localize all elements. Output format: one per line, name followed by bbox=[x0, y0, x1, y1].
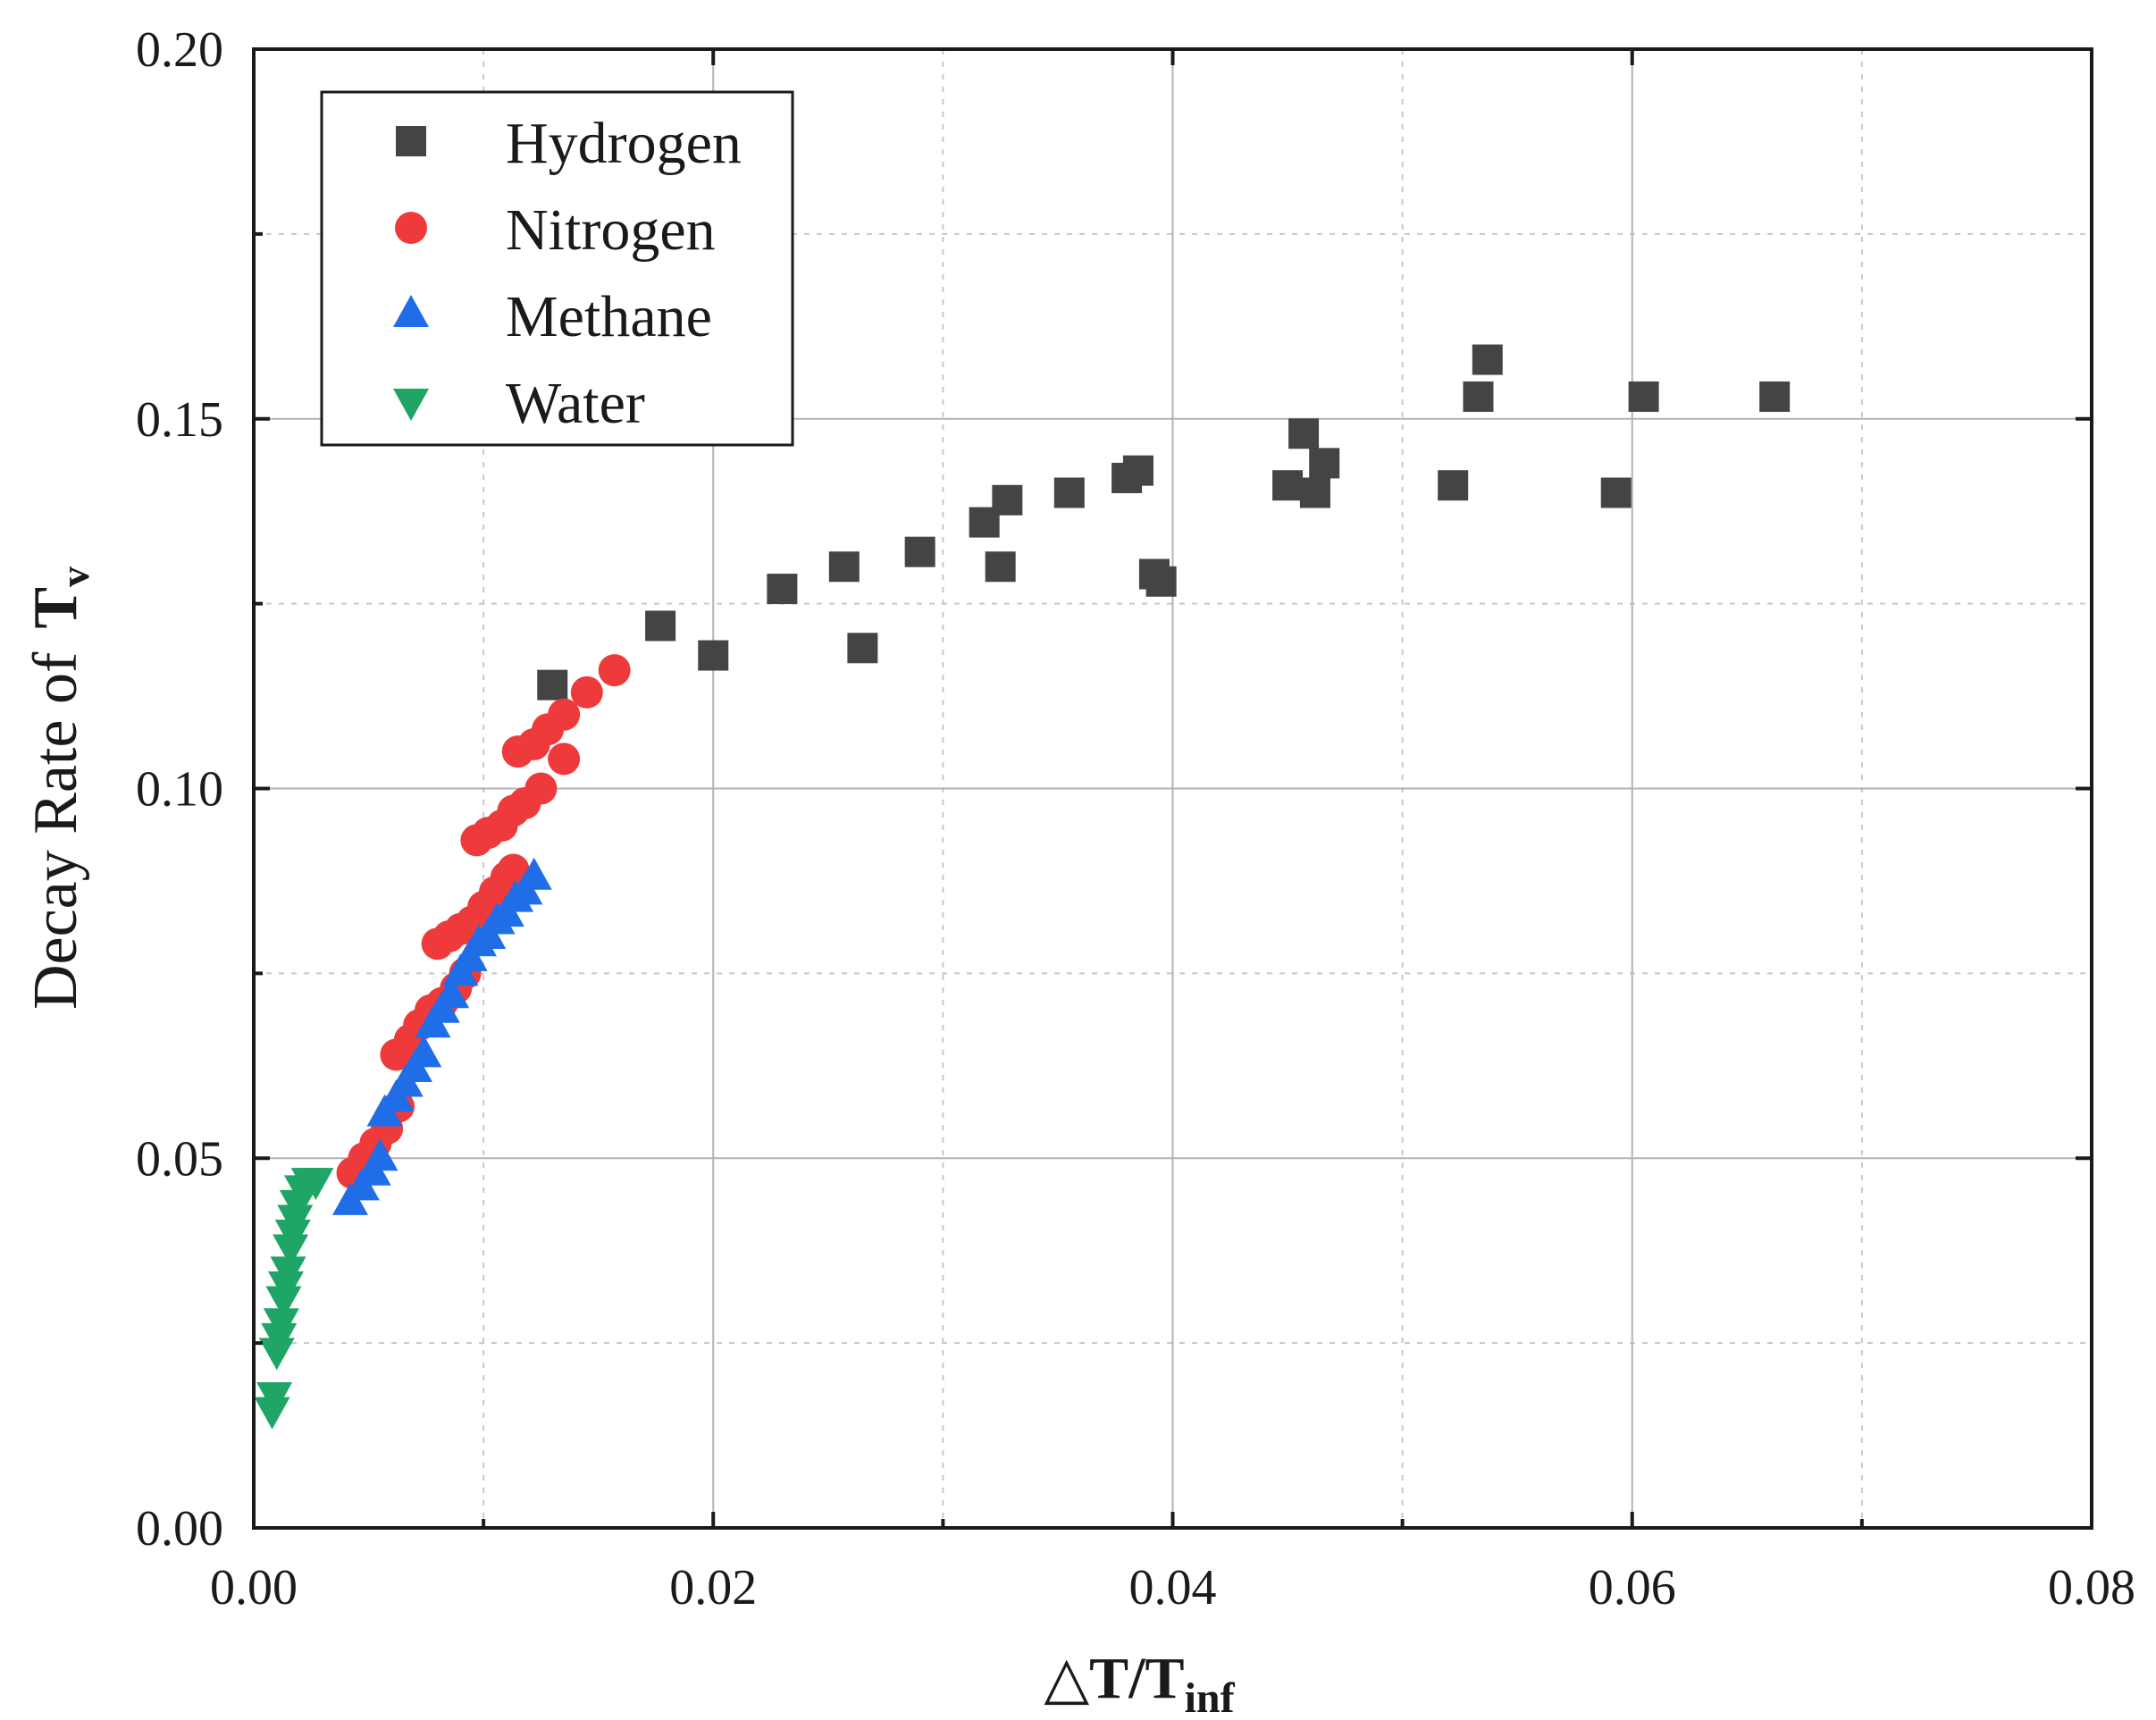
water-point bbox=[277, 1204, 314, 1238]
hydrogen-point bbox=[1053, 477, 1085, 508]
y-axis-title-symbol: T bbox=[21, 587, 90, 629]
methane-point bbox=[362, 1138, 398, 1171]
y-tick-label: 0.10 bbox=[136, 762, 223, 818]
hydrogen-point bbox=[1438, 470, 1469, 501]
y-axis-title-sub: v bbox=[52, 566, 97, 587]
hydrogen-point bbox=[1759, 381, 1791, 412]
hydrogen-point bbox=[1145, 566, 1177, 597]
nitrogen-point bbox=[548, 743, 581, 776]
hydrogen-point bbox=[1600, 477, 1632, 508]
legend: Hydrogen Nitrogen Methane Water bbox=[320, 90, 794, 447]
water-point bbox=[270, 1256, 306, 1289]
nitrogen-point bbox=[524, 772, 558, 805]
hydrogen-point bbox=[767, 574, 798, 605]
x-tick-labels: 0.00 0.02 0.04 0.06 0.08 bbox=[210, 1560, 2135, 1615]
x-axis-title: △T/Tinf bbox=[1044, 1646, 1235, 1720]
water-point bbox=[273, 1234, 309, 1267]
series-water bbox=[254, 1168, 334, 1430]
legend-marker-water bbox=[393, 389, 429, 421]
hydrogen-point bbox=[985, 551, 1016, 583]
ticks bbox=[252, 47, 2093, 1530]
nitrogen-point bbox=[497, 853, 530, 886]
hydrogen-point bbox=[1122, 455, 1154, 486]
x-tick-label: 0.00 bbox=[210, 1560, 298, 1615]
hydrogen-point bbox=[1463, 381, 1494, 412]
hydrogen-point bbox=[537, 669, 568, 701]
x-axis-title-sub: inf bbox=[1185, 1674, 1236, 1720]
nitrogen-point bbox=[570, 675, 603, 709]
water-point bbox=[256, 1382, 293, 1415]
water-point bbox=[263, 1308, 299, 1341]
water-point bbox=[298, 1168, 334, 1201]
x-axis-title-main: △T/T bbox=[1044, 1646, 1184, 1711]
hydrogen-point bbox=[1309, 448, 1340, 479]
hydrogen-point bbox=[1272, 470, 1304, 501]
hydrogen-point bbox=[1299, 477, 1330, 508]
series-hydrogen bbox=[537, 344, 1791, 701]
x-tick-label: 0.08 bbox=[2048, 1560, 2135, 1615]
y-tick-label: 0.15 bbox=[136, 392, 223, 448]
y-tick-labels: 0.00 0.05 0.10 0.15 0.20 bbox=[136, 22, 223, 1556]
methane-point bbox=[516, 857, 552, 890]
series-nitrogen bbox=[336, 654, 631, 1189]
y-tick-label: 0.05 bbox=[136, 1131, 223, 1187]
series-methane bbox=[331, 857, 552, 1215]
legend-item-nitrogen: Nitrogen bbox=[395, 197, 716, 263]
water-point bbox=[261, 1322, 298, 1355]
water-point bbox=[267, 1271, 304, 1304]
legend-marker-hydrogen bbox=[396, 126, 426, 156]
hydrogen-point bbox=[992, 484, 1023, 516]
legend-item-water: Water bbox=[393, 371, 645, 436]
x-tick-label: 0.06 bbox=[1589, 1560, 1676, 1615]
legend-marker-methane bbox=[393, 295, 429, 327]
y-axis-title: Decay Rate of Tv bbox=[21, 566, 97, 1010]
legend-label-nitrogen: Nitrogen bbox=[506, 197, 716, 263]
hydrogen-point bbox=[645, 610, 676, 642]
legend-item-methane: Methane bbox=[393, 284, 712, 349]
hydrogen-point bbox=[847, 633, 878, 664]
water-point bbox=[265, 1286, 302, 1319]
methane-point bbox=[433, 976, 470, 1009]
series-layer bbox=[254, 344, 1791, 1430]
y-tick-label: 0.00 bbox=[136, 1501, 223, 1556]
hydrogen-point bbox=[904, 536, 935, 567]
nitrogen-point bbox=[548, 698, 581, 731]
nitrogen-point bbox=[598, 654, 631, 687]
methane-point bbox=[406, 1035, 442, 1068]
hydrogen-point bbox=[698, 640, 729, 671]
x-tick-label: 0.04 bbox=[1129, 1560, 1217, 1615]
y-tick-label: 0.20 bbox=[136, 22, 223, 78]
legend-label-water: Water bbox=[506, 371, 645, 436]
x-tick-label: 0.02 bbox=[669, 1560, 757, 1615]
legend-item-hydrogen: Hydrogen bbox=[396, 111, 742, 176]
water-point bbox=[254, 1397, 290, 1430]
hydrogen-point bbox=[1288, 418, 1320, 449]
legend-marker-nitrogen bbox=[395, 212, 427, 244]
hydrogen-point bbox=[1628, 381, 1659, 412]
y-axis-title-main: Decay Rate of bbox=[21, 651, 90, 1010]
legend-label-methane: Methane bbox=[506, 284, 712, 349]
hydrogen-point bbox=[828, 551, 860, 583]
legend-label-hydrogen: Hydrogen bbox=[506, 111, 742, 176]
water-point bbox=[274, 1220, 311, 1252]
hydrogen-point bbox=[1472, 344, 1503, 375]
water-point bbox=[258, 1338, 295, 1371]
